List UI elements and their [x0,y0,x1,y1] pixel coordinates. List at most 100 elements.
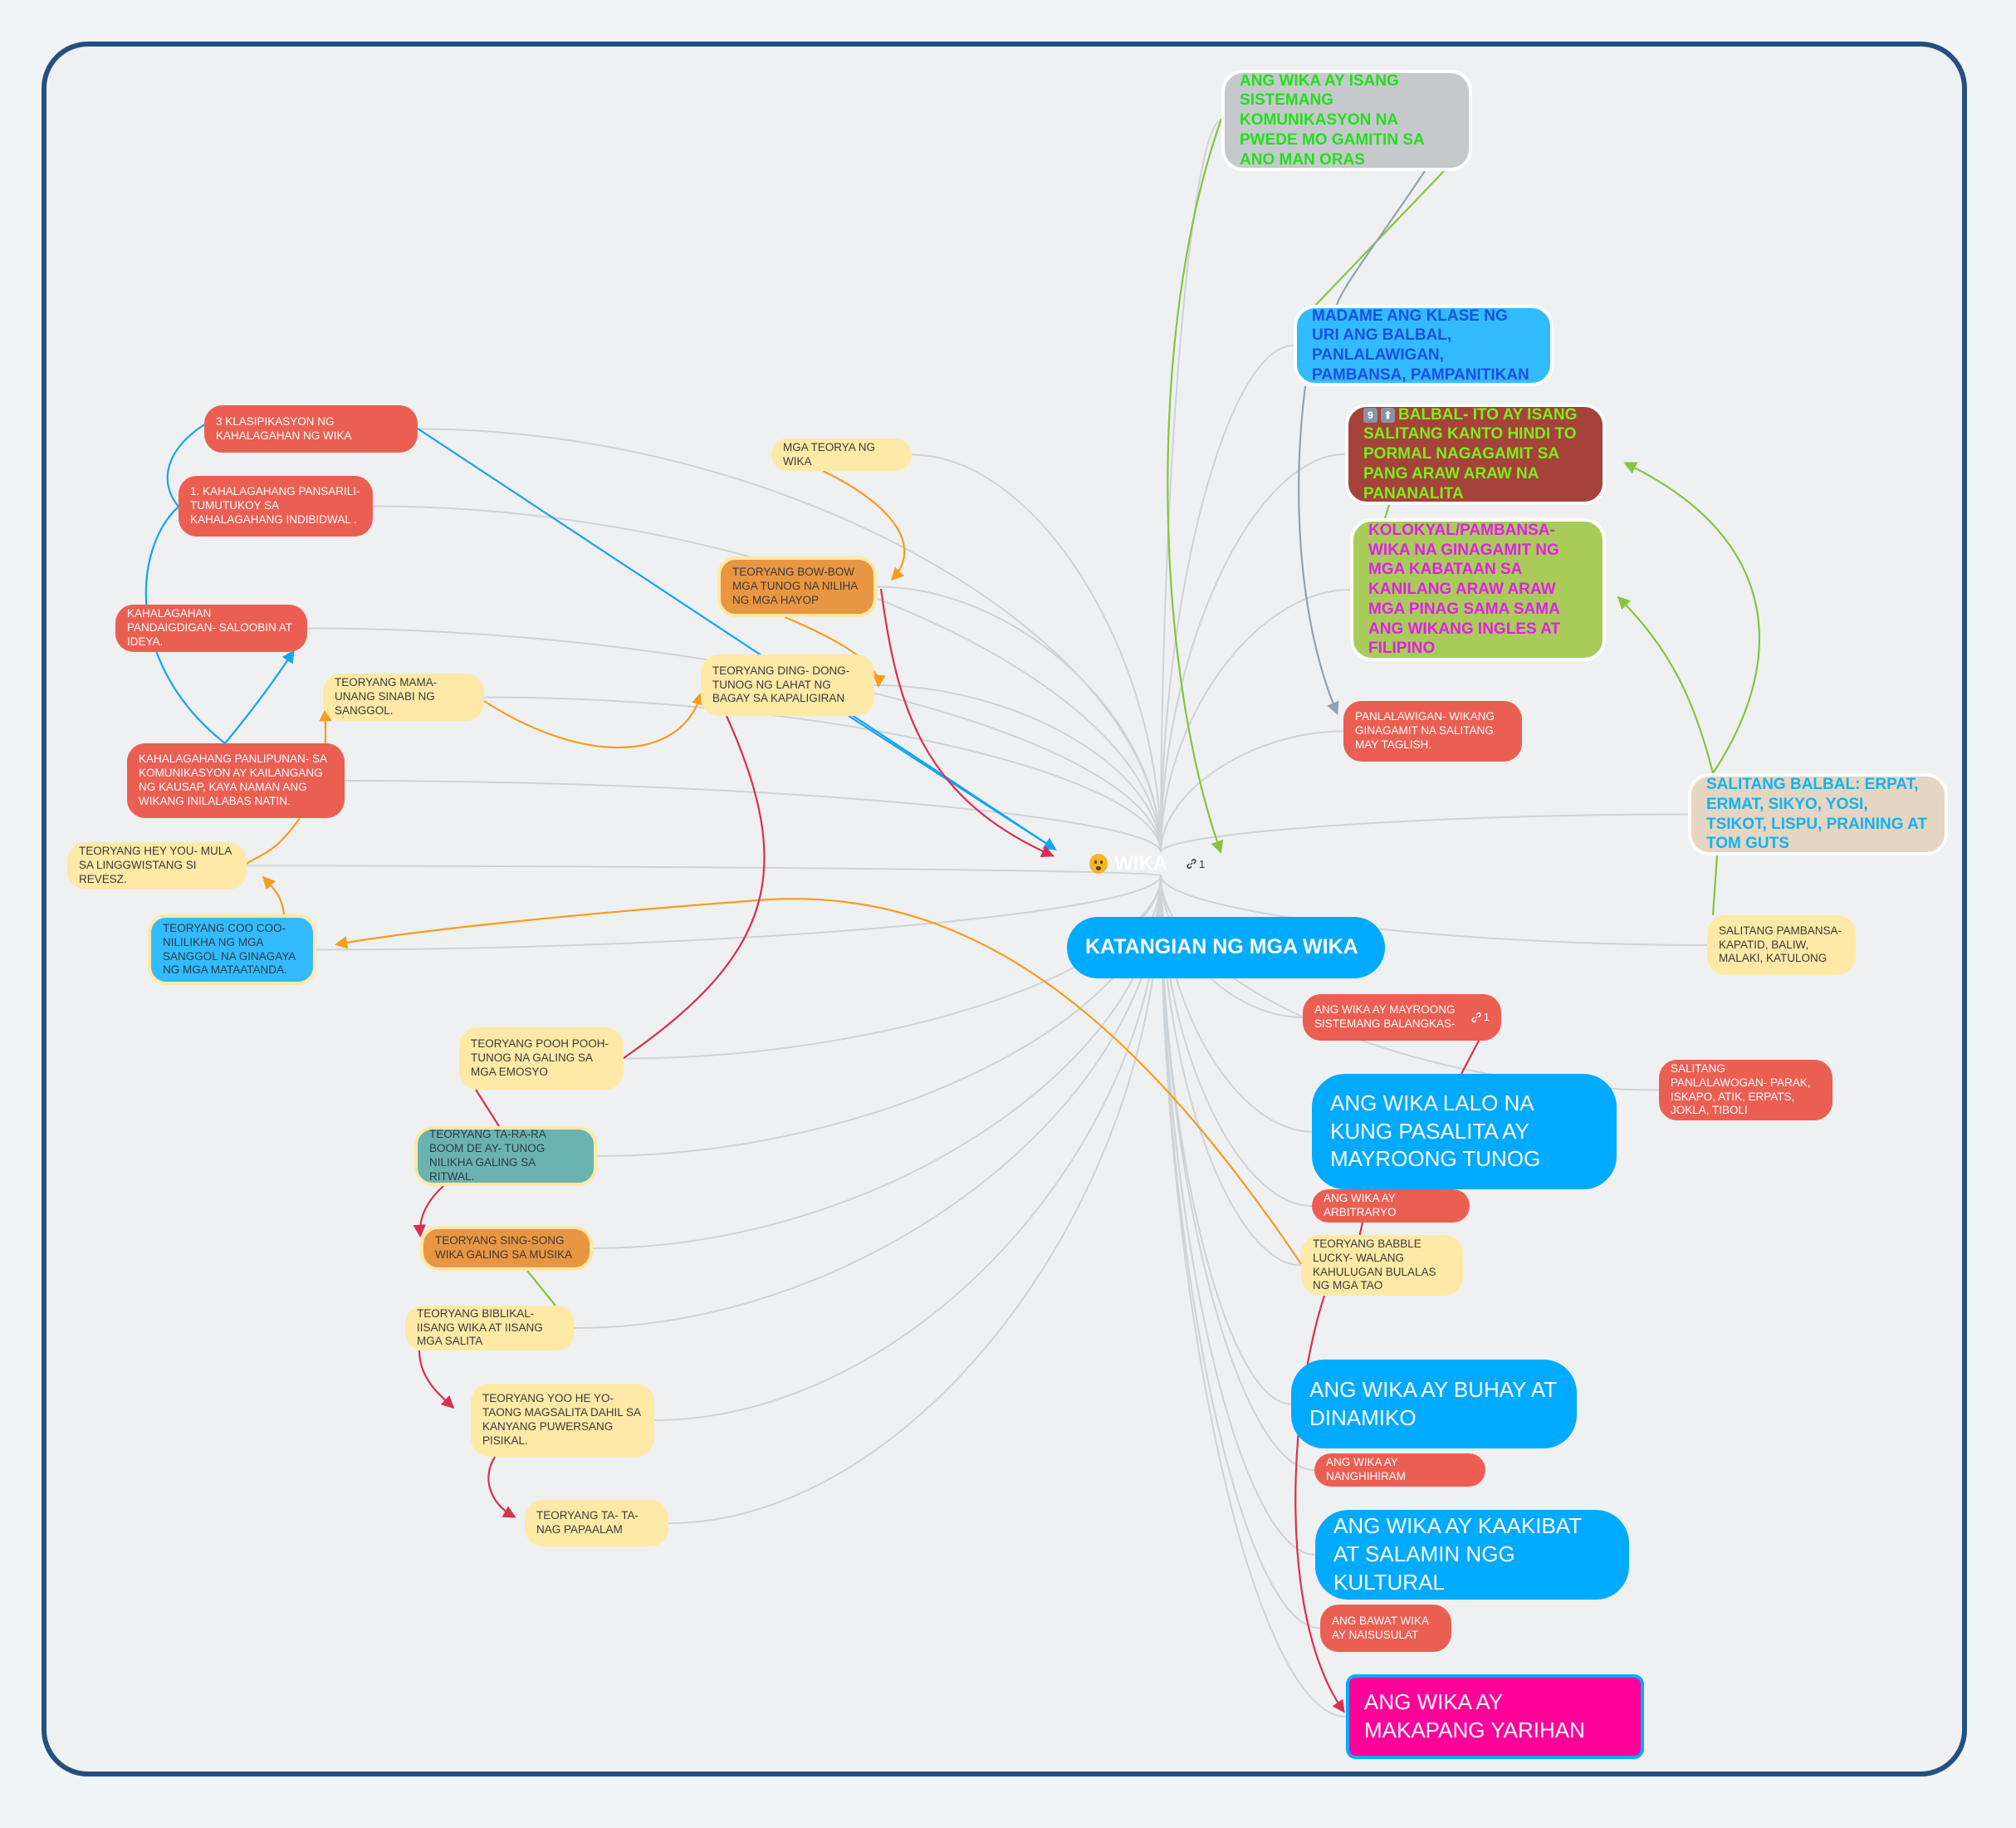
relation-green [1617,595,1715,774]
topic-tunog[interactable]: ANG WIKA LALO NA KUNG PASALITA AY MAYROO… [1312,1074,1617,1189]
topic-label: ANG BAWAT WIKA AY NAISUSULAT [1332,1614,1429,1641]
topic-label: TEORYANG MAMA- UNANG SINABI NG SANGGOL. [335,676,438,717]
link-icon [1187,859,1196,869]
topic-madame-klase[interactable]: MADAME ANG KLASE NG URI ANG BALBAL, PANL… [1294,305,1554,386]
topic-bow-bow[interactable]: TEORYANG BOW-BOW MGA TUNOG NA NILIHA NG … [717,556,877,617]
topic-salitang-pambansa[interactable]: SALITANG PAMBANSA- KAPATID, BALIW, MALAK… [1707,915,1856,975]
topic-sistema-komunikasyon[interactable]: ANG WIKA AY ISANG SISTEMANG KOMUNIKASYON… [1221,70,1472,171]
topic-kolokyal[interactable]: KOLOKYAL/PAMBANSA- WIKA NA GINAGAMIT NG … [1350,518,1606,661]
topic-label: ANG WIKA AY ARBITRARYO [1324,1192,1397,1218]
topic-balbal[interactable]: 9 ⬆ BALBAL- ITO AY ISANG SALITANG KANTO HI… [1345,404,1606,505]
relation-red [879,588,1054,858]
topic-label: TEORYANG SING-SONG WIKA GALING SA MUSIKA [435,1234,573,1261]
relation-red [413,1185,444,1238]
relation-orange [262,875,286,915]
topic-label: TEORYANG COO COO- NILILIKHA NG MGA SANGG… [163,921,296,977]
hub-connector [873,684,1162,853]
relation-red [1294,1295,1345,1713]
relation-red [1461,1040,1480,1075]
topic-pansarili[interactable]: 1. KAHALAGAHANG PANSARILI- TUMUTUKOY SA … [179,476,373,537]
topic-nanghihiram[interactable]: ANG WIKA AY NANGHIHIRAM [1314,1453,1485,1487]
relation-orange [784,615,886,689]
up-arrow-icon: ⬆ [1381,407,1395,423]
relation-red [475,1089,500,1127]
relation-red [418,1350,455,1409]
topic-ta-ta[interactable]: TEORYANG TA- TA- NAG PAPAALAM [525,1500,668,1546]
topic-arbitraryo[interactable]: ANG WIKA AY ARBITRARYO [1312,1189,1470,1223]
topic-label: ANG WIKA LALO NA KUNG PASALITA AY MAYROO… [1330,1090,1541,1172]
topic-salitang-balbal[interactable]: SALITANG BALBAL: ERPAT, ERMAT, SIKYO, YO… [1688,773,1948,855]
link-count: 1 [1483,1010,1490,1023]
topic-label: ANG WIKA AY MAKAPANG YARIHAN [1364,1689,1585,1742]
topic-label: TEORYANG BIBLIKAL- IISANG WIKA AT IISANG… [417,1306,543,1348]
topic-mga-teorya[interactable]: MGA TEORYA NG WIKA [771,439,912,471]
topic-kaakibat[interactable]: ANG WIKA AY KAAKIBAT AT SALAMIN NGG KULT… [1315,1510,1629,1600]
topic-panlalawigan[interactable]: PANLALAWIGAN- WIKANG GINAGAMIT NA SALITA… [1343,701,1522,762]
topic-label: TEORYANG BABBLE LUCKY- WALANG KAHULUGAN … [1313,1237,1436,1292]
topic-label: KAHALAGAHANG PANLIPUNAN- SA KOMUNIKASYON… [139,752,327,807]
topic-label: 3 KLASIPIKASYON NG KAHALAGAHAN NG WIKA [216,414,352,442]
topic-sing-song[interactable]: TEORYANG SING-SONG WIKA GALING SA MUSIKA [420,1226,593,1271]
hub-connector [911,453,1162,853]
topic-buhay[interactable]: ANG WIKA AY BUHAY AT DINAMIKO [1291,1360,1577,1448]
link-icon [1471,1012,1481,1022]
topic-panlalawogan[interactable]: SALITANG PANLALAWOGAN- PARAK, ISKAPO, AT… [1659,1060,1833,1120]
relation-orange [483,692,705,749]
topic-makapangyarihan[interactable]: ANG WIKA AY MAKAPANG YARIHAN [1346,1674,1644,1759]
topic-pooh-pooh[interactable]: TEORYANG POOH POOH- TUNOG NA GALING SA M… [459,1027,624,1090]
relation-green [1383,504,1391,519]
relation-blue [224,649,295,744]
hub-connector [1160,120,1222,853]
topic-babble-lucky[interactable]: TEORYANG BABBLE LUCKY- WALANG KAHULUGAN … [1301,1235,1463,1296]
hub-connector [623,875,1162,1060]
topic-label: TEORYANG HEY YOU- MULA SA LINGGWISTANG S… [79,845,232,885]
relation-green [526,1270,556,1306]
topic-label: KATANGIAN NG MGA WIKA [1085,935,1358,959]
hub-connector [876,586,1162,853]
hub-connector [306,627,1162,853]
link-badge[interactable]: 1 [1470,1011,1490,1024]
topic-katangian[interactable]: KATANGIAN NG MGA WIKA [1067,917,1385,978]
link-badge[interactable]: 1 [1186,858,1205,870]
hub-connector [668,875,1162,1524]
topic-ta-ra-ra[interactable]: TEORYANG TA-RA-RA BOOM DE AY- TUNOG NILI… [414,1126,597,1186]
topic-mama[interactable]: TEORYANG MAMA- UNANG SINABI NG SANGGOL. [323,674,484,721]
relation-slate [1335,170,1426,306]
relation-blue [417,428,1057,850]
topic-label: ANG WIKA AY KAAKIBAT AT SALAMIN NGG KULT… [1333,1513,1582,1595]
topic-label: ANG WIKA AY NANGHIHIRAM [1326,1456,1407,1482]
topic-naisusulat[interactable]: ANG BAWAT WIKA AY NAISUSULAT [1320,1605,1451,1652]
topic-label: 9 ⬆ BALBAL- ITO AY ISANG SALITANG KANTO HI… [1363,405,1588,504]
topic-ding-dong[interactable]: TEORYANG DING- DONG- TUNOG NG LAHAT NG B… [701,654,874,716]
topic-pandaigdigan[interactable]: KAHALAGAHAN PANDAIGDIGAN- SALOOBIN AT ID… [115,605,307,652]
topic-label: MADAME ANG KLASE NG URI ANG BALBAL, PANL… [1312,306,1529,384]
topic-hey-you[interactable]: TEORYANG HEY YOU- MULA SA LINGGWISTANG S… [67,842,247,889]
topic-label: SALITANG PANLALAWOGAN- PARAK, ISKAPO, AT… [1671,1061,1811,1117]
relation-slate [1298,385,1339,715]
topic-label: TEORYANG TA-RA-RA BOOM DE AY- TUNOG NILI… [429,1128,546,1183]
topic-panlipunan[interactable]: KAHALAGAHANG PANLIPUNAN- SA KOMUNIKASYON… [127,743,345,818]
keycap-nine-icon: 9 [1363,407,1377,423]
topic-klasipikasyon[interactable]: 3 KLASIPIKASYON NG KAHALAGAHAN NG WIKA [204,405,418,453]
topic-label: TEORYANG DING- DONG- TUNOG NG LAHAT NG B… [712,664,850,705]
link-count: 1 [1198,857,1206,870]
topic-balangkas[interactable]: ANG WIKA AY MAYROONG SISTEMANG BALANGKAS… [1303,994,1501,1041]
balbal-text: BALBAL- ITO AY ISANG SALITANG KANTO HIND… [1363,405,1578,502]
topic-coo-coo[interactable]: TEORYANG COO COO- NILILIKHA NG MGA SANGG… [148,914,316,985]
worried-face-icon [1089,854,1108,874]
hub-connector [1160,875,1347,1718]
topic-yoo-he-yo[interactable]: TEORYANG YOO HE YO- TAONG MAGSALITA DAHI… [471,1384,654,1457]
hub-connector [483,696,1162,853]
relation-red [623,715,766,1059]
topic-label: PANLALAWIGAN- WIKANG GINAGAMIT NA SALITA… [1355,710,1495,751]
topic-label: KOLOKYAL/PAMBANSA- WIKA NA GINAGAMIT NG … [1368,521,1561,658]
hub-connector [372,505,1162,853]
central-topic-wika[interactable]: WIKA 1 [1089,842,1205,885]
relation-orange [334,898,1302,1265]
relation-green [1167,118,1224,854]
topic-label: SALITANG PAMBANSA- KAPATID, BALIW, MALAK… [1719,924,1842,965]
topic-biblikal[interactable]: TEORYANG BIBLIKAL- IISANG WIKA AT IISANG… [405,1306,575,1350]
hub-connector [246,865,1162,876]
topic-label: ANG WIKA AY MAYROONG SISTEMANG BALANGKAS… [1314,1003,1456,1030]
